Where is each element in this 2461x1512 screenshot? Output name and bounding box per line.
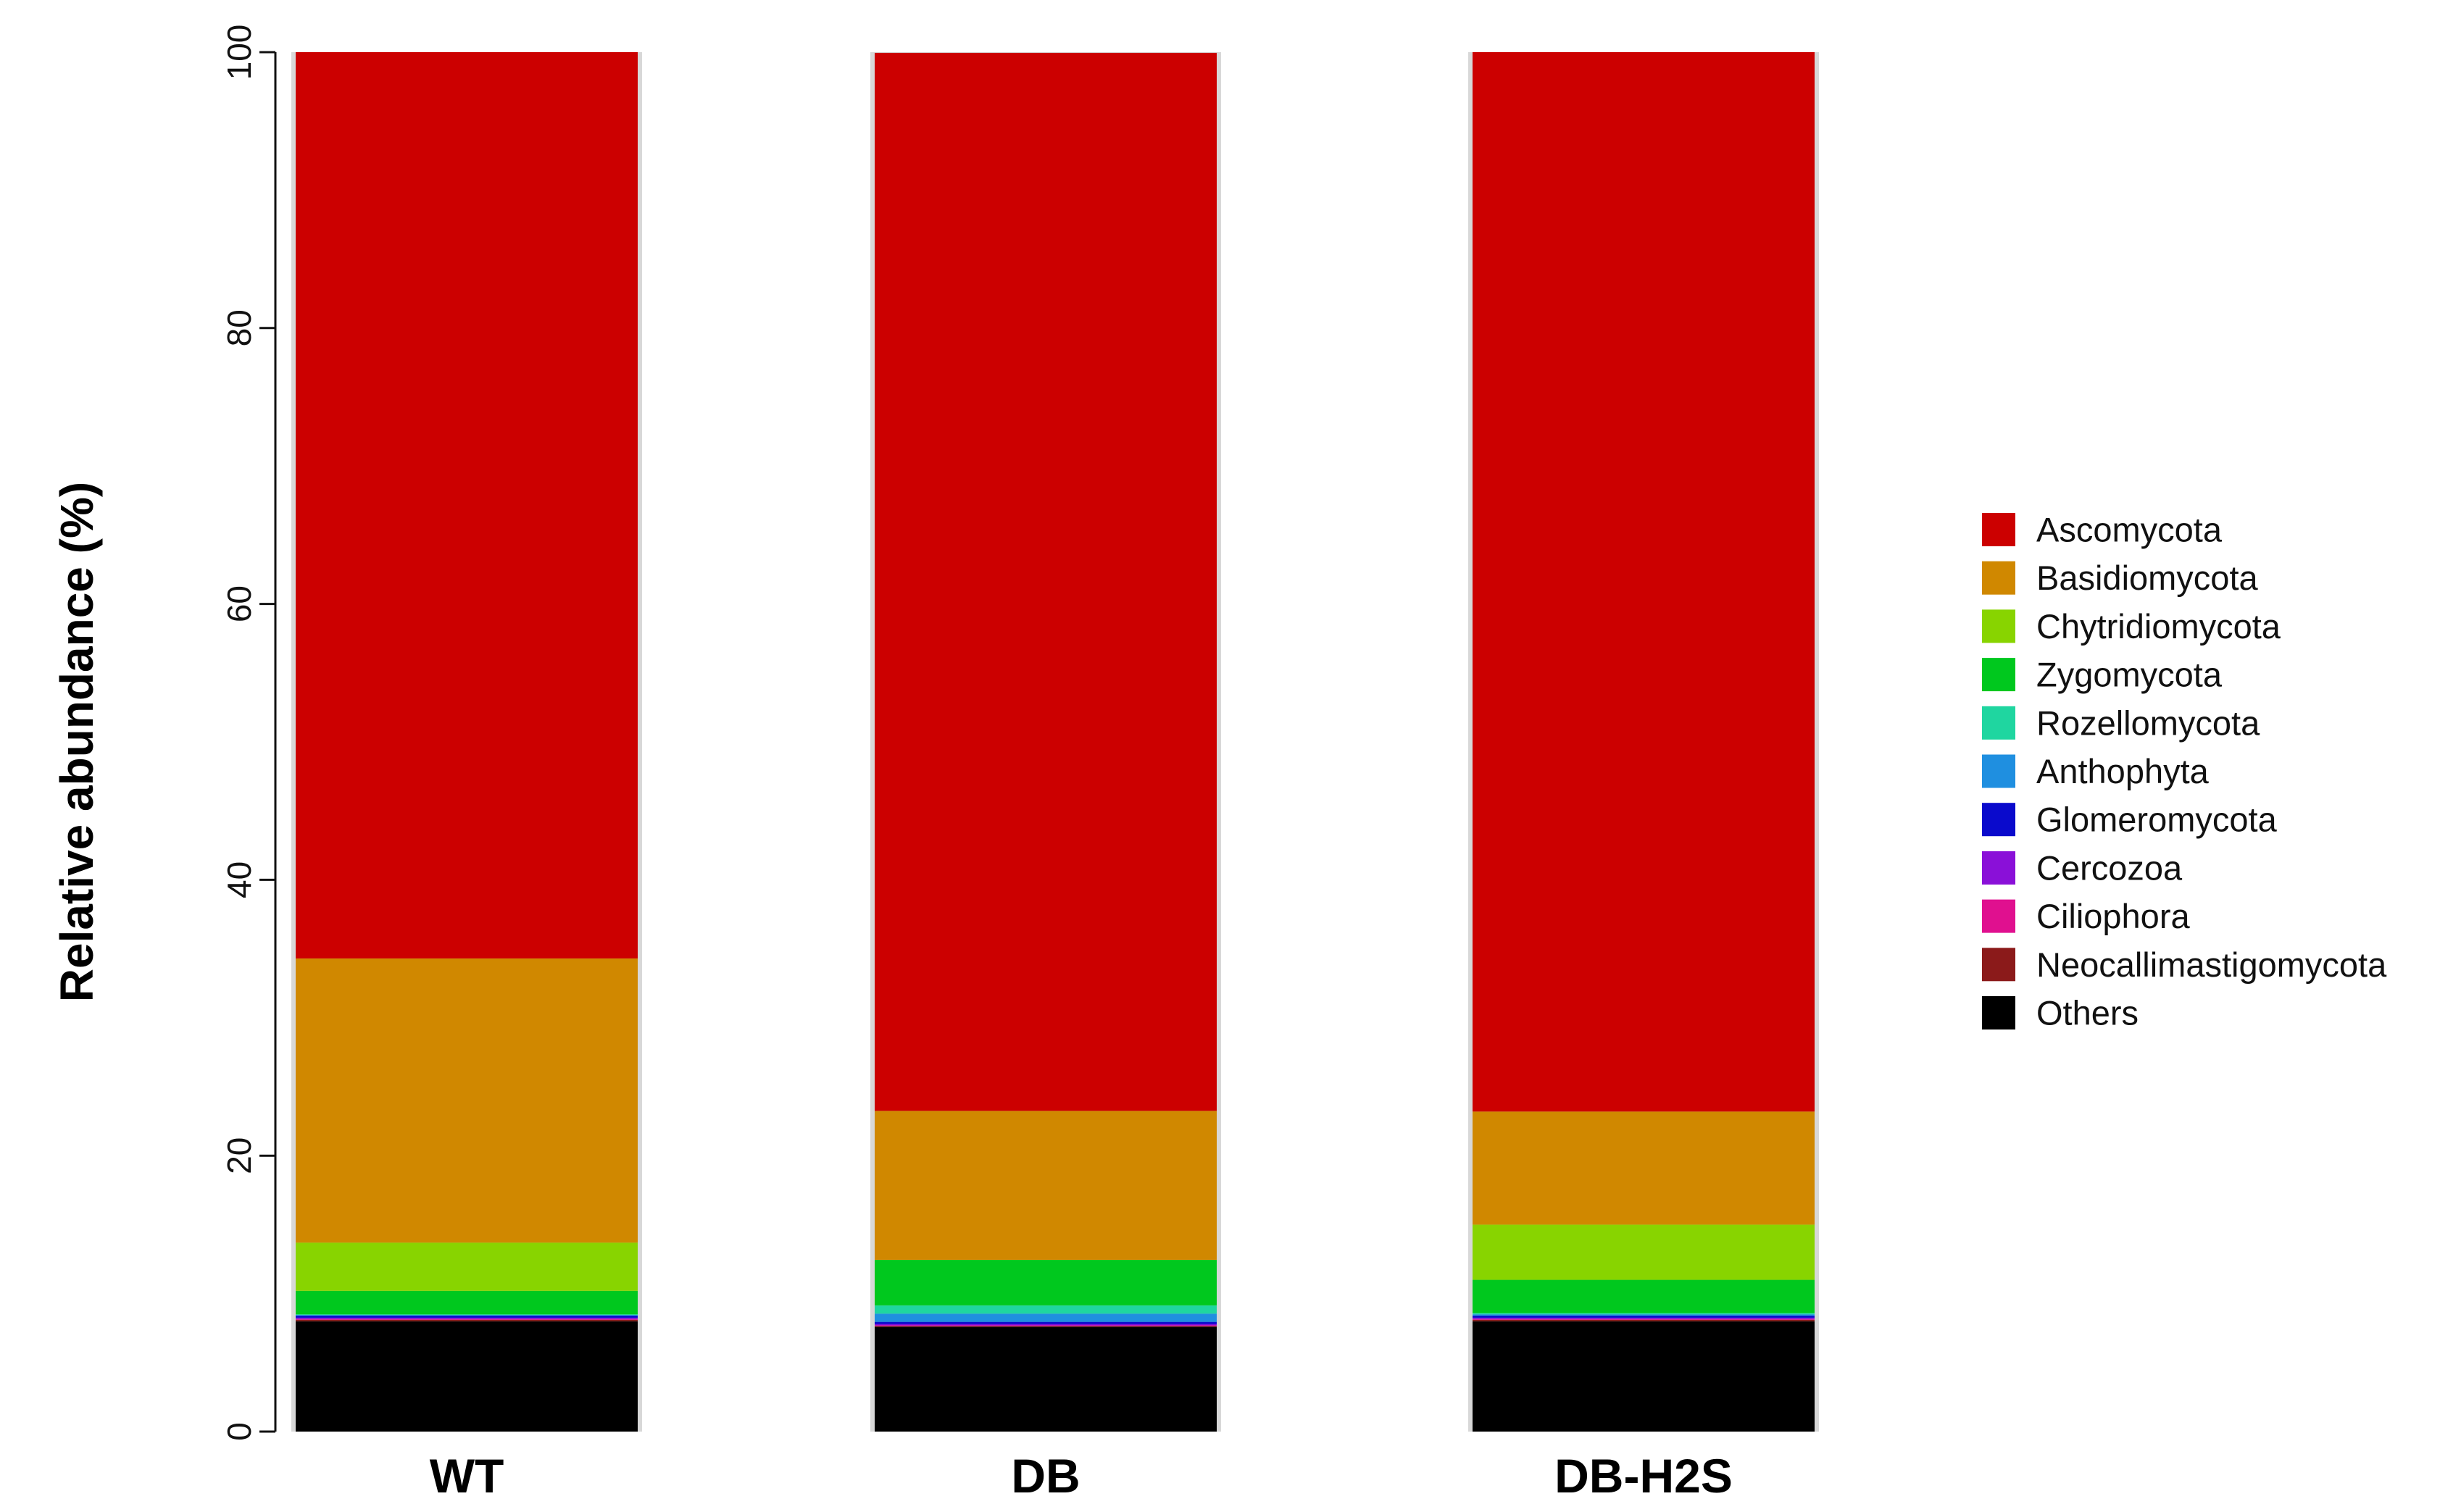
bar-segment-zygomycota: [1473, 1279, 1815, 1313]
bar-segment-ciliophora: [296, 1319, 638, 1320]
legend-label: Basidiomycota: [2036, 559, 2258, 597]
legend-label: Cercozoa: [2036, 848, 2183, 887]
legend-swatch: [1982, 754, 2015, 788]
legend-swatch: [1982, 706, 2015, 740]
bar-segment-neocallimastigomycota: [1473, 1319, 1815, 1321]
x-axis-labels: WT DB DB-H2S: [430, 1449, 1733, 1503]
y-tick-label: 80: [220, 309, 258, 346]
bar-segment-glomeromycota: [875, 1321, 1217, 1324]
bar-segment-ciliophora: [875, 1325, 1217, 1327]
legend-label: Anthophyta: [2036, 752, 2210, 790]
y-tick-label: 0: [220, 1422, 258, 1441]
legend-label: Others: [2036, 994, 2139, 1032]
legend-label: Ascomycota: [2036, 511, 2223, 549]
bar-segment-others: [875, 1327, 1217, 1432]
bar-segment-neocallimastigomycota: [875, 1326, 1217, 1327]
bar-segment-glomeromycota: [296, 1316, 638, 1318]
bar-segment-chytridiomycota: [296, 1242, 638, 1291]
legend-swatch: [1982, 561, 2015, 595]
legend-swatch: [1982, 513, 2015, 546]
y-tick-label: 40: [220, 861, 258, 898]
bar-segment-basidiomycota: [875, 1111, 1217, 1260]
bar-segment-chytridiomycota: [1473, 1224, 1815, 1280]
bar-segment-zygomycota: [296, 1290, 638, 1315]
x-category-label: WT: [430, 1449, 504, 1503]
legend-label: Neocallimastigomycota: [2036, 945, 2387, 984]
bar-segment-ascomycota: [1473, 52, 1815, 1112]
legend-swatch: [1982, 996, 2015, 1029]
legend-label: Chytridiomycota: [2036, 607, 2281, 646]
bar-segment-zygomycota: [875, 1259, 1217, 1306]
legend-swatch: [1982, 851, 2015, 885]
bar-segment-basidiomycota: [1473, 1111, 1815, 1225]
bar-segment-others: [296, 1321, 638, 1432]
bar-segment-neocallimastigomycota: [296, 1319, 638, 1321]
bar-segment-rozellomycota: [296, 1314, 638, 1316]
bar-segment-ascomycota: [296, 52, 638, 958]
bar-segment-glomeromycota: [1473, 1316, 1815, 1318]
legend-label: Rozellomycota: [2036, 703, 2260, 742]
legend-label: Zygomycota: [2036, 656, 2223, 694]
bar-segment-ciliophora: [1473, 1319, 1815, 1320]
bar-segment-cercozoa: [296, 1317, 638, 1319]
bar-segment-rozellomycota: [875, 1305, 1217, 1314]
bar-segment-others: [1473, 1321, 1815, 1432]
x-category-label: DB: [1011, 1449, 1080, 1503]
legend-label: Ciliophora: [2036, 897, 2190, 935]
legend-swatch: [1982, 899, 2015, 933]
bar-segment-basidiomycota: [296, 958, 638, 1243]
bar-segment-anthophyta: [296, 1315, 638, 1316]
legend-swatch: [1982, 803, 2015, 837]
legend-label: Glomeromycota: [2036, 801, 2278, 839]
bar-segment-cercozoa: [1473, 1317, 1815, 1319]
bar-segment-anthophyta: [875, 1313, 1217, 1322]
x-category-label: DB-H2S: [1554, 1449, 1733, 1503]
y-tick-label: 20: [220, 1137, 258, 1174]
bar-segment-anthophyta: [1473, 1314, 1815, 1316]
bar-segment-ascomycota: [875, 52, 1217, 1111]
legend: Ascomycota Basidiomycota Chytridiomycota Zy…: [1982, 511, 2387, 1032]
legend-swatch: [1982, 609, 2015, 643]
legend-swatch: [1982, 948, 2015, 982]
bars: [291, 52, 1819, 1432]
y-tick-label: 100: [220, 25, 258, 80]
bar-segment-cercozoa: [875, 1324, 1217, 1326]
y-tick-label: 60: [220, 585, 258, 622]
y-axis: 0 20 40 60 80 100: [220, 25, 277, 1441]
legend-swatch: [1982, 658, 2015, 692]
bar-segment-rozellomycota: [1473, 1313, 1815, 1315]
y-axis-title: Relative abundance (%): [51, 482, 103, 1002]
